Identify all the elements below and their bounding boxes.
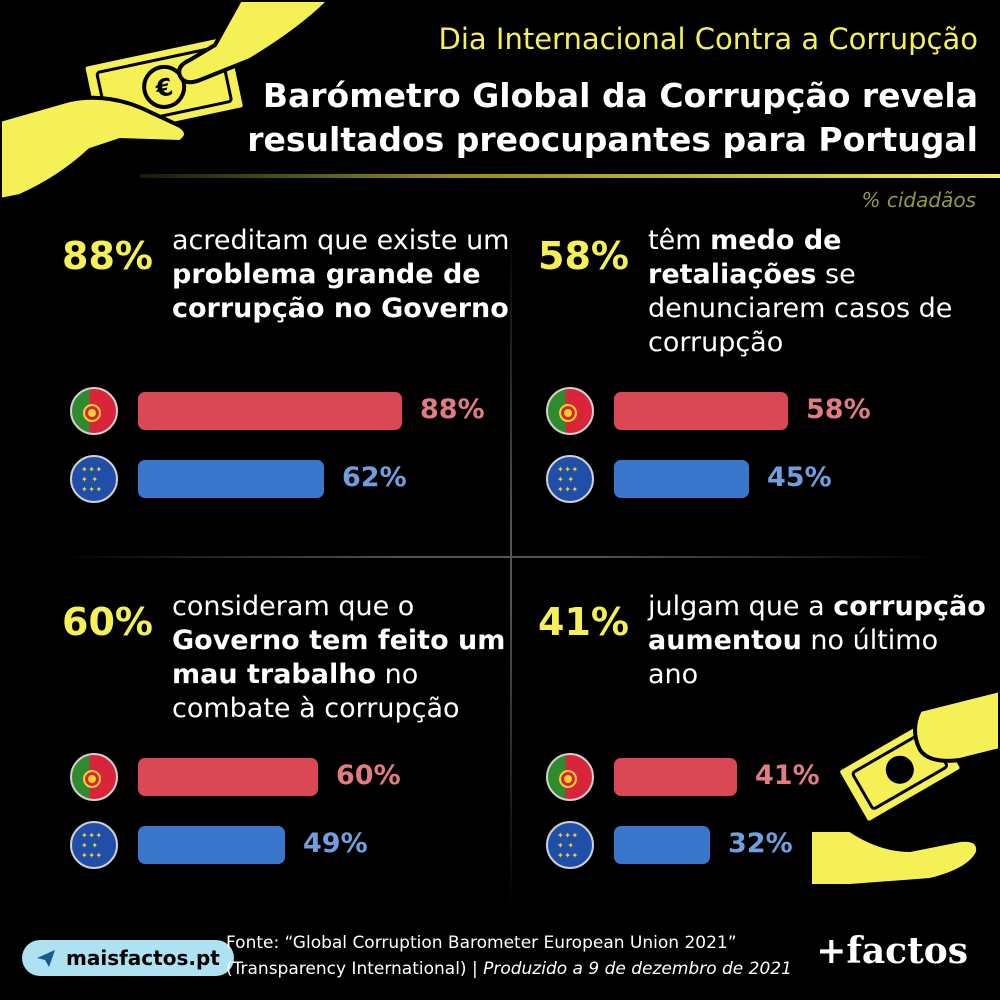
description-text: consideram que o [172, 591, 415, 622]
headline-value: 41% [538, 600, 629, 644]
eu-flag-icon [70, 821, 118, 869]
data-label: 60% [336, 760, 401, 791]
title-line-2: resultados preocupantes para Portugal [247, 120, 978, 159]
chart-quadrant-1: 88% acreditam que existe um problema gran… [62, 224, 522, 544]
description-highlight: medo de retaliações [648, 225, 842, 290]
horizontal-divider [60, 556, 940, 558]
source-footer: Fonte: “Global Corruption Barometer Euro… [226, 930, 792, 982]
bar-eu [138, 826, 285, 864]
description-text: acreditam que existe um [172, 225, 510, 256]
subtitle: Dia Internacional Contra a Corrupção [438, 22, 978, 56]
vertical-divider [510, 228, 512, 908]
bar-portugal [138, 758, 318, 796]
bar-portugal [138, 392, 402, 430]
source-publisher: (Transparency International) | [226, 959, 484, 979]
description: têm medo de retaliações se denunciarem c… [648, 224, 988, 360]
eu-flag-icon [546, 455, 594, 503]
chart-quadrant-3: 60% consideram que o Governo tem feito um… [62, 590, 522, 910]
data-label: 58% [806, 394, 871, 425]
header-divider [140, 174, 1000, 178]
paper-plane-icon [37, 950, 55, 967]
bar-portugal [614, 392, 788, 430]
data-label: 32% [728, 828, 793, 859]
description-text: julgam que a [648, 591, 834, 622]
description: consideram que o Governo tem feito um ma… [172, 590, 512, 726]
chart-quadrant-4: 41% julgam que a corrupção aumentou no úl… [538, 590, 998, 910]
bar-eu [138, 460, 324, 498]
portugal-flag-icon [546, 387, 594, 435]
hand-money-icon: € [0, 0, 333, 203]
source-line-2: (Transparency International) | Produzido… [226, 956, 792, 982]
data-label: 41% [755, 760, 820, 791]
description: acreditam que existe um problema grande … [172, 224, 512, 326]
description-text: se denunciarem casos de corrupção [648, 259, 953, 358]
euro-icon: € [152, 72, 175, 103]
data-label: 88% [420, 394, 485, 425]
production-date: Produzido a 9 de dezembro de 2021 [483, 959, 792, 979]
eu-flag-icon [546, 821, 594, 869]
page-title: Barómetro Global da Corrupção revela res… [247, 74, 978, 162]
description-highlight: corrupção aumentou [648, 591, 986, 656]
description-text: no combate à corrupção [172, 659, 460, 724]
data-label: 45% [767, 462, 832, 493]
portugal-flag-icon [70, 387, 118, 435]
unit-label: % cidadãos [861, 188, 976, 212]
portugal-flag-icon [70, 753, 118, 801]
description-text: têm [648, 225, 711, 256]
description: julgam que a corrupção aumentou no últim… [648, 590, 988, 692]
bar-eu [614, 460, 749, 498]
bar-portugal [614, 758, 737, 796]
title-line-1: Barómetro Global da Corrupção revela [262, 76, 978, 115]
source-line-1: Fonte: “Global Corruption Barometer Euro… [226, 933, 737, 953]
brand-logo: +factos [816, 930, 968, 972]
headline-value: 60% [62, 600, 153, 644]
data-label: 49% [303, 828, 368, 859]
data-label: 62% [342, 462, 407, 493]
headline-value: 88% [62, 234, 153, 278]
eu-flag-icon [70, 455, 118, 503]
headline-value: 58% [538, 234, 629, 278]
description-text: no último ano [648, 625, 939, 690]
chart-quadrant-2: 58% têm medo de retaliações se denunciare… [538, 224, 998, 544]
description-highlight: Governo tem feito um mau trabalho [172, 625, 506, 690]
hand-money-icon [810, 690, 1000, 888]
site-label: maisfactos.pt [66, 946, 220, 970]
bar-eu [614, 826, 710, 864]
description-highlight: problema grande de corrupção no Governo [172, 259, 509, 324]
portugal-flag-icon [546, 753, 594, 801]
site-badge[interactable]: maisfactos.pt [22, 940, 234, 976]
